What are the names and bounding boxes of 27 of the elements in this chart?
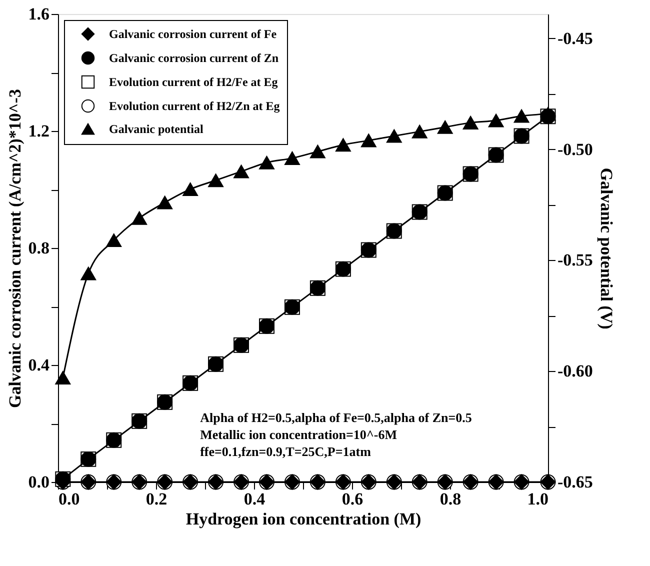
legend-label: Evolution current of H2/Zn at Eg bbox=[109, 99, 280, 113]
legend-label: Galvanic corrosion current of Zn bbox=[109, 51, 279, 65]
y2-tick-label: -0.60 bbox=[558, 362, 593, 381]
annotation: Metallic ion concentration=10^-6M bbox=[200, 427, 398, 442]
legend-label: Evolution current of H2/Fe at Eg bbox=[109, 75, 278, 89]
x-tick-label: 0.2 bbox=[146, 490, 168, 508]
annotation: Alpha of H2=0.5,alpha of Fe=0.5,alpha of Zn=0.5 bbox=[200, 410, 472, 425]
y2-tick-label: -0.50 bbox=[558, 140, 593, 159]
y2-tick-label: -0.45 bbox=[558, 28, 593, 48]
legend-label: Galvanic potential bbox=[109, 122, 204, 136]
y-tick-label: 0.4 bbox=[28, 356, 50, 374]
x-tick-label: 0.8 bbox=[440, 490, 462, 508]
x-tick-label: 0.4 bbox=[244, 490, 266, 508]
x-tick-label: 1.0 bbox=[527, 490, 548, 508]
y-tick-label: 1.6 bbox=[28, 4, 50, 24]
y-axis-title: Galvanic corrosion current (A/cm^2)*10^-3 bbox=[5, 89, 24, 408]
annotation: ffe=0.1,fzn=0.9,T=25C,P=1atm bbox=[200, 444, 372, 459]
legend-label: Galvanic corrosion current of Fe bbox=[109, 27, 278, 41]
x-tick-label: 0.0 bbox=[58, 490, 80, 508]
y2-tick-label: -0.55 bbox=[558, 250, 593, 270]
y2-axis-title: Galvanic potential (V) bbox=[596, 168, 616, 330]
y-tick-label: 0.8 bbox=[28, 238, 50, 258]
y-tick-label: 0.0 bbox=[28, 472, 50, 492]
y-tick-label: 1.2 bbox=[28, 122, 50, 140]
x-axis-title: Hydrogen ion concentration (M) bbox=[186, 510, 422, 528]
x-tick-label: 0.6 bbox=[342, 490, 364, 508]
y2-tick-label: -0.65 bbox=[558, 472, 593, 492]
